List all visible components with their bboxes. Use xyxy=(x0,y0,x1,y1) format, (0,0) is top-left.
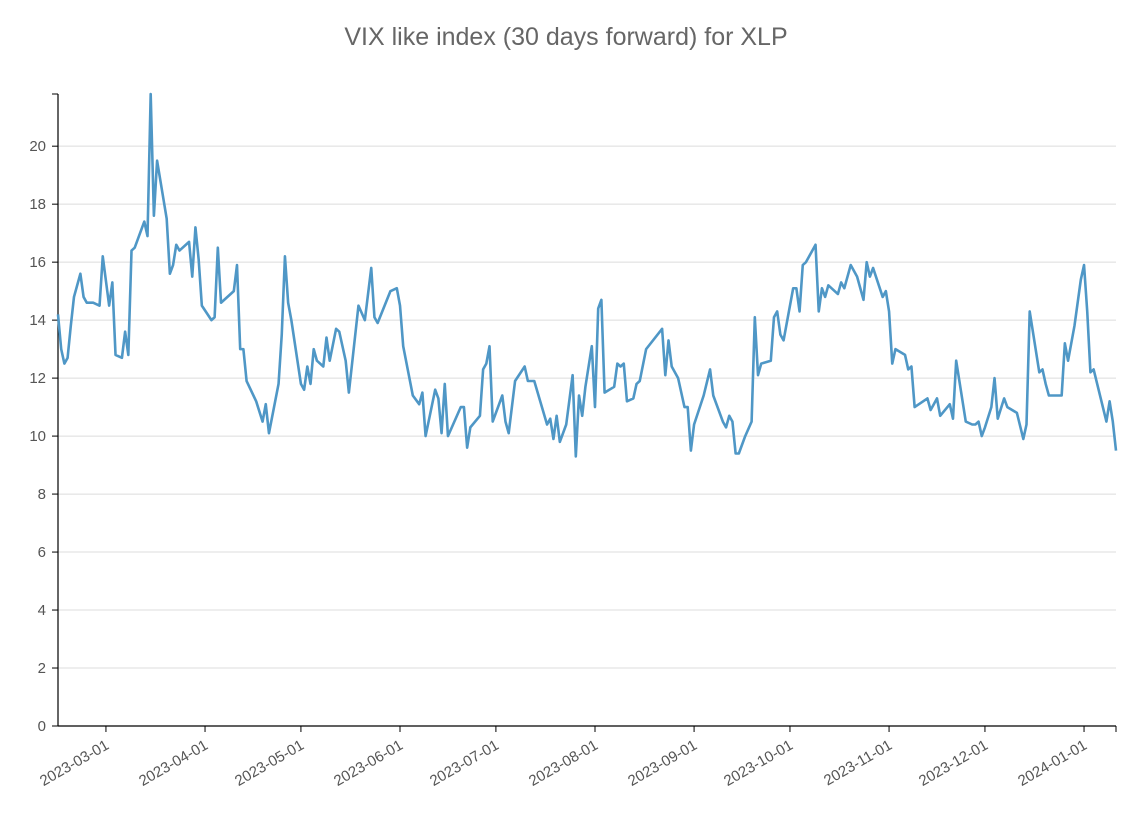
y-tick-label: 12 xyxy=(29,370,46,387)
y-tick-label: 20 xyxy=(29,138,46,155)
x-tick-label: 2023-12-01 xyxy=(916,737,991,790)
y-tick-label: 18 xyxy=(29,196,46,213)
x-tick-label: 2023-05-01 xyxy=(232,737,307,790)
x-tick-label: 2023-10-01 xyxy=(721,737,796,790)
y-tick-label: 10 xyxy=(29,428,46,445)
x-tick-label: 2023-08-01 xyxy=(526,737,601,790)
y-tick-label: 0 xyxy=(38,718,46,735)
x-tick-label: 2023-11-01 xyxy=(821,737,895,790)
x-tick-label: 2023-09-01 xyxy=(625,737,700,790)
y-tick-label: 8 xyxy=(38,486,46,503)
line-series xyxy=(56,92,1118,458)
y-tick-label: 14 xyxy=(29,312,46,329)
x-tick-label: 2023-04-01 xyxy=(136,737,211,790)
x-tick-label: 2023-03-01 xyxy=(37,737,112,790)
x-tick-label: 2024-01-01 xyxy=(1015,737,1090,790)
y-tick-label: 16 xyxy=(29,254,46,271)
y-tick-label: 2 xyxy=(38,660,46,677)
x-tick-label: 2023-06-01 xyxy=(331,737,406,790)
y-tick-label: 6 xyxy=(38,544,46,561)
x-tick-label: 2023-07-01 xyxy=(427,737,502,790)
y-tick-label: 4 xyxy=(38,602,46,619)
chart-title: VIX like index (30 days forward) for XLP xyxy=(344,23,787,51)
